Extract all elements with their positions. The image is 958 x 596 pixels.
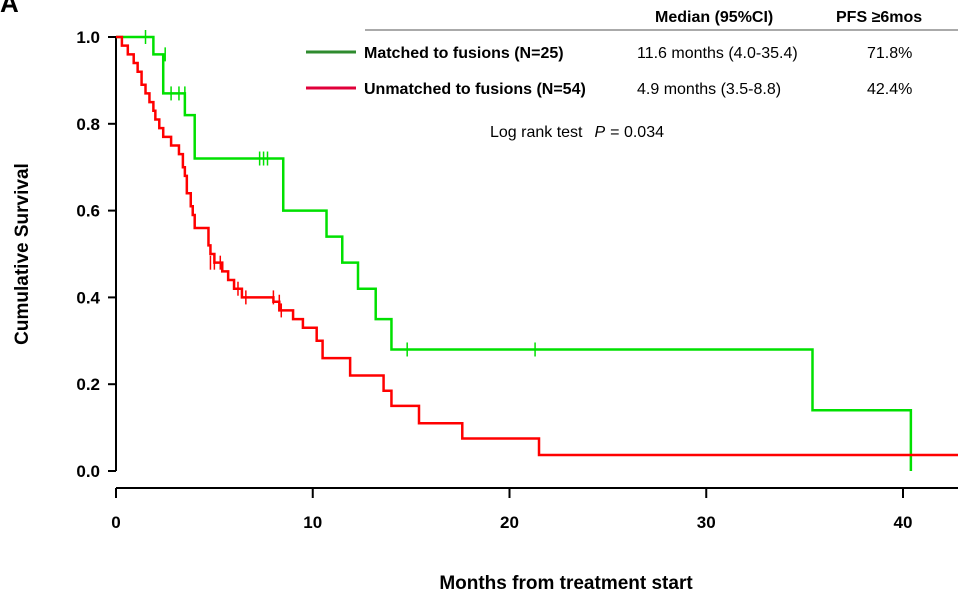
legend-median-unmatched: 4.9 months (3.5-8.8) <box>637 81 781 98</box>
legend-median-matched: 11.6 months (4.0-35.4) <box>637 45 798 62</box>
x-tick-label: 0 <box>111 513 120 532</box>
y-ticks: 0.0 0.2 0.4 0.6 0.8 1.0 <box>76 28 116 481</box>
logrank-label: Log rank test P = 0.034 <box>490 124 664 141</box>
x-tick-label: 20 <box>500 513 519 532</box>
panel-label: A <box>0 0 19 18</box>
y-tick-label: 0.4 <box>76 288 100 307</box>
legend-pfs-unmatched: 42.4% <box>867 81 912 98</box>
legend-pfs-matched: 71.8% <box>867 45 912 62</box>
y-tick-label: 0.8 <box>76 115 100 134</box>
legend-label-unmatched: Unmatched to fusions (N=54) <box>364 81 586 98</box>
logrank-prefix: Log rank test <box>490 124 583 141</box>
curves <box>116 30 958 471</box>
axes <box>115 37 958 489</box>
y-tick-label: 1.0 <box>76 28 100 47</box>
legend-label-matched: Matched to fusions (N=25) <box>364 45 564 62</box>
x-tick-label: 40 <box>894 513 913 532</box>
legend: Median (95%CI) PFS ≥6mos Matched to fusi… <box>306 9 958 141</box>
x-axis-title: Months from treatment start <box>439 573 693 594</box>
y-tick-label: 0.2 <box>76 375 100 394</box>
x-tick-label: 10 <box>303 513 322 532</box>
x-tick-label: 30 <box>697 513 716 532</box>
y-tick-label: 0.6 <box>76 202 100 221</box>
survival-curve-unmatched <box>116 35 958 457</box>
logrank-p-symbol: P <box>595 124 606 141</box>
logrank-value: = 0.034 <box>610 124 664 141</box>
y-axis-title: Cumulative Survival <box>12 163 33 345</box>
legend-header-median: Median (95%CI) <box>655 9 773 26</box>
y-tick-label: 0.0 <box>76 462 100 481</box>
x-ticks: 0 10 20 30 40 <box>111 488 912 532</box>
survival-curve-matched <box>116 35 913 471</box>
legend-header-pfs: PFS ≥6mos <box>836 9 922 26</box>
